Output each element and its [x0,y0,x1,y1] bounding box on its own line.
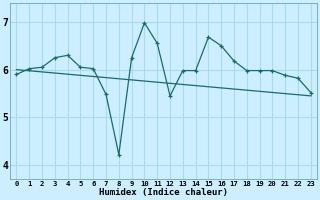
X-axis label: Humidex (Indice chaleur): Humidex (Indice chaleur) [99,188,228,197]
